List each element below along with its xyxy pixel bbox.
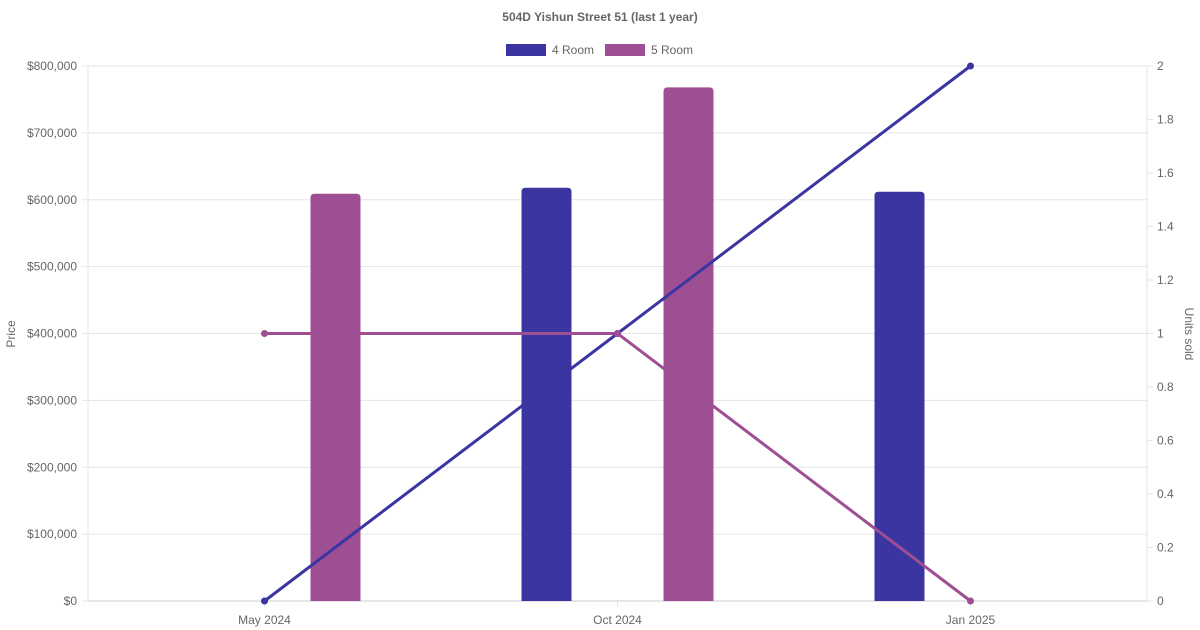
y-axis-left-tick-label: $400,000 [27,327,77,341]
y-axis-right-ticks: 0 0.2 0.4 0.6 0.8 1 1.2 1.4 1.6 1.8 2 [1157,59,1174,608]
chart-title: 504D Yishun Street 51 (last 1 year) [502,10,697,24]
legend-label-4-room: 4 Room [552,43,594,57]
x-axis-tick-label: Jan 2025 [946,613,996,627]
legend-item-4-room[interactable]: 4 Room [506,43,594,57]
y-axis-right-tick-label: 1 [1157,327,1164,341]
legend-label-5-room: 5 Room [651,43,693,57]
point-5-room[interactable] [261,330,268,337]
legend-item-5-room[interactable]: 5 Room [605,43,693,57]
point-4-room[interactable] [261,597,268,605]
bar-5-room[interactable] [310,193,361,601]
x-axis-ticks: May 2024 Oct 2024 Jan 2025 [238,613,995,627]
y-axis-left-tick-label: $600,000 [27,193,77,207]
y-axis-right-tick-label: 0.4 [1157,487,1174,501]
y-axis-right-label: Units sold [1182,308,1196,361]
y-axis-right-tick-label: 2 [1157,59,1164,73]
y-axis-left-tick-label: $0 [64,594,78,608]
bar-4-room[interactable] [874,191,925,601]
y-axis-right-tick-label: 0.8 [1157,380,1174,394]
y-axis-right-tick-label: 0 [1157,594,1164,608]
y-axis-right-tick-label: 0.6 [1157,434,1174,448]
y-axis-left-label: Price [4,320,18,348]
points [261,62,974,605]
legend: 4 Room 5 Room [506,43,693,57]
y-axis-right-tick-label: 1.6 [1157,166,1174,180]
y-axis-left-tick-label: $100,000 [27,527,77,541]
y-axis-left-tick-label: $800,000 [27,59,77,73]
point-5-room[interactable] [614,330,621,337]
legend-swatch-5-room [605,44,645,56]
y-axis-right-tick-label: 0.2 [1157,541,1174,555]
y-axis-left-tick-label: $200,000 [27,460,77,474]
y-axis-left-ticks: $0 $100,000 $200,000 $300,000 $400,000 $500,0… [27,59,77,608]
x-axis-tick-label: Oct 2024 [593,613,642,627]
bar-4-room[interactable] [521,187,572,601]
y-axis-right-tick-label: 1.4 [1157,220,1174,234]
legend-swatch-4-room [506,44,546,56]
point-4-room[interactable] [967,62,974,70]
y-axis-left-tick-label: $500,000 [27,260,77,274]
point-5-room[interactable] [967,597,974,605]
y-axis-left-tick-label: $300,000 [27,393,77,407]
bar-5-room[interactable] [663,87,714,601]
y-axis-right-tick-label: 1.2 [1157,273,1174,287]
bars [310,87,925,601]
x-axis-tick-label: May 2024 [238,613,291,627]
y-axis-left-tick-label: $700,000 [27,126,77,140]
y-axis-right-tick-label: 1.8 [1157,113,1174,127]
